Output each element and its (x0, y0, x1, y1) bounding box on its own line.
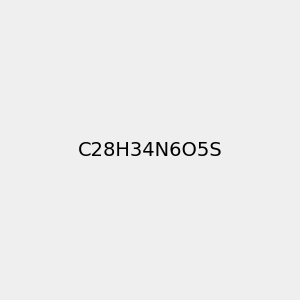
Text: C28H34N6O5S: C28H34N6O5S (78, 140, 222, 160)
